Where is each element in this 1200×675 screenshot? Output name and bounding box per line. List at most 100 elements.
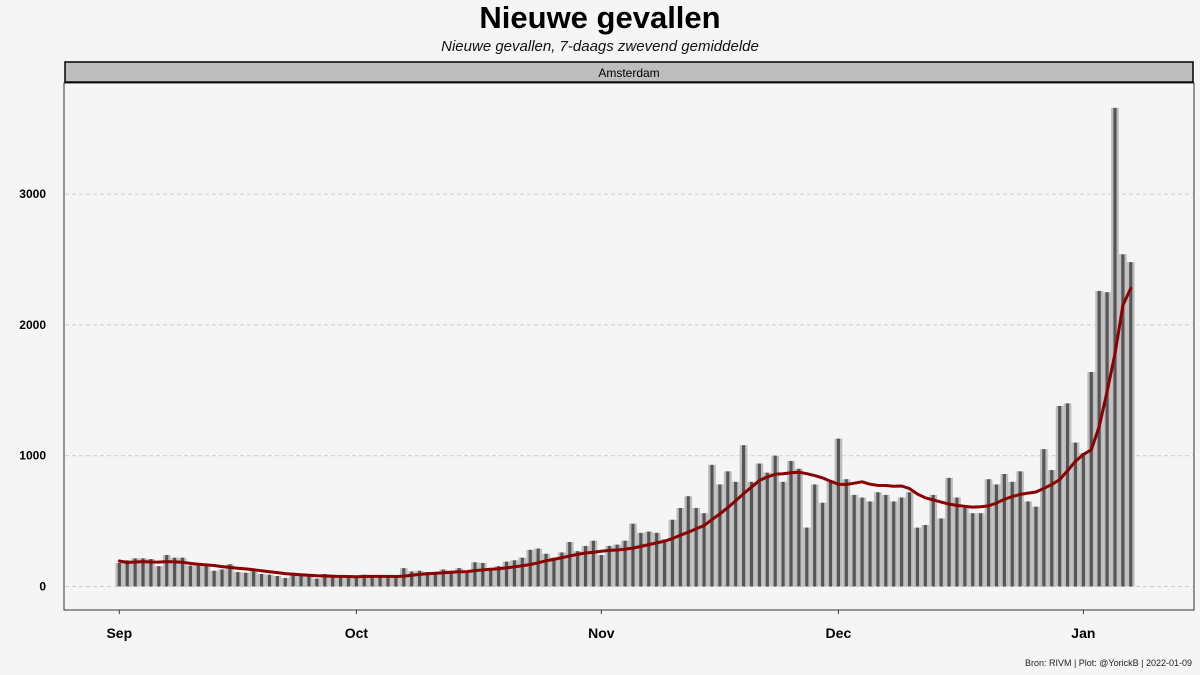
bar-inner bbox=[892, 501, 896, 587]
day-bar bbox=[1000, 474, 1009, 587]
day-bar bbox=[692, 508, 701, 587]
day-bar bbox=[1063, 403, 1072, 587]
day-bar bbox=[392, 577, 400, 587]
day-bar bbox=[747, 481, 756, 587]
day-bar bbox=[139, 558, 147, 587]
day-bar bbox=[755, 463, 764, 587]
facet-strip bbox=[64, 61, 1194, 83]
bar-inner bbox=[133, 558, 137, 587]
day-bar bbox=[384, 576, 392, 587]
bar-inner bbox=[1065, 403, 1070, 587]
day-bar bbox=[1016, 471, 1025, 587]
bar-inner bbox=[441, 569, 445, 587]
day-bar bbox=[423, 572, 432, 587]
day-bar bbox=[178, 557, 187, 587]
bar-inner bbox=[631, 523, 635, 587]
bar-inner bbox=[1058, 406, 1062, 587]
day-bar bbox=[700, 513, 708, 587]
bar-inner bbox=[931, 494, 935, 587]
day-bar bbox=[1087, 372, 1096, 587]
chart-title: Nieuwe gevallen bbox=[479, 0, 721, 35]
bar-inner bbox=[410, 571, 414, 587]
bar-inner bbox=[599, 555, 603, 587]
day-bar bbox=[945, 477, 953, 587]
day-bar bbox=[131, 558, 139, 587]
day-bar bbox=[779, 481, 787, 587]
y-tick-label: 2000 bbox=[19, 318, 46, 332]
day-bar bbox=[376, 576, 384, 587]
day-bar bbox=[874, 492, 882, 587]
day-bar bbox=[787, 460, 795, 587]
day-bar bbox=[218, 569, 226, 587]
bar-inner bbox=[157, 566, 161, 587]
day-bar bbox=[162, 555, 171, 587]
bar-inner bbox=[386, 576, 390, 587]
day-bar bbox=[1055, 406, 1064, 587]
bar-inner bbox=[907, 492, 912, 587]
bar-inner bbox=[718, 484, 722, 587]
day-bar bbox=[984, 479, 993, 587]
bar-inner bbox=[686, 496, 690, 587]
day-bar bbox=[494, 566, 503, 587]
bar-inner bbox=[354, 576, 358, 587]
day-bar bbox=[905, 492, 914, 587]
bar-inner bbox=[1081, 453, 1085, 587]
day-bar bbox=[1126, 262, 1135, 587]
bar-inner bbox=[678, 508, 682, 587]
day-bar bbox=[431, 572, 440, 587]
bar-inner bbox=[370, 575, 374, 587]
bar-inner bbox=[299, 575, 303, 587]
x-tick-label: Jan bbox=[1071, 625, 1095, 641]
bar-inner bbox=[591, 540, 596, 587]
day-bar bbox=[834, 438, 843, 587]
bar-inner bbox=[173, 557, 177, 587]
bar-inner bbox=[236, 572, 240, 587]
day-bar bbox=[597, 555, 606, 587]
day-bar bbox=[589, 540, 598, 587]
day-bar bbox=[1103, 292, 1111, 587]
facet-label: Amsterdam bbox=[598, 66, 659, 80]
x-tick-label: Dec bbox=[826, 625, 852, 641]
bar-inner bbox=[362, 574, 366, 587]
bar-inner bbox=[149, 559, 153, 587]
day-bar bbox=[795, 468, 803, 587]
bar-inner bbox=[457, 568, 461, 587]
bar-inner bbox=[275, 576, 279, 587]
bar-inner bbox=[647, 531, 651, 587]
bar-inner bbox=[212, 570, 216, 587]
bar-inner bbox=[860, 497, 864, 587]
bar-inner bbox=[986, 479, 991, 587]
bar-inner bbox=[1002, 474, 1006, 587]
day-bar bbox=[368, 575, 377, 587]
bar-inner bbox=[497, 566, 501, 587]
bar-inner bbox=[797, 468, 801, 587]
day-bar bbox=[573, 551, 582, 587]
day-bar bbox=[889, 501, 898, 587]
day-bar bbox=[668, 519, 677, 587]
day-bar bbox=[881, 494, 890, 587]
day-bar bbox=[312, 578, 321, 587]
day-bar bbox=[1079, 453, 1088, 587]
moving-average-line bbox=[117, 286, 1133, 579]
chart-caption: Bron: RIVM | Plot: @YorickB | 2022-01-09 bbox=[1024, 658, 1192, 668]
bar-inner bbox=[1105, 292, 1109, 587]
bar-inner bbox=[504, 561, 509, 587]
day-bar bbox=[1008, 481, 1017, 587]
bar-inner bbox=[844, 479, 848, 587]
bar-inner bbox=[694, 508, 698, 587]
bar-inner bbox=[805, 527, 809, 587]
bar-inner bbox=[1034, 506, 1038, 587]
day-bar bbox=[241, 572, 250, 587]
day-bar bbox=[960, 508, 969, 587]
x-tick-label: Oct bbox=[345, 625, 369, 641]
bar-inner bbox=[125, 560, 129, 587]
day-bar bbox=[716, 484, 724, 587]
day-bar bbox=[534, 548, 542, 587]
day-bar bbox=[953, 497, 961, 587]
day-bar bbox=[937, 518, 946, 587]
day-bar bbox=[929, 494, 938, 587]
day-bar bbox=[897, 497, 906, 587]
day-bar bbox=[660, 539, 669, 587]
bar-inner bbox=[923, 525, 927, 587]
bar-inner bbox=[963, 508, 967, 587]
